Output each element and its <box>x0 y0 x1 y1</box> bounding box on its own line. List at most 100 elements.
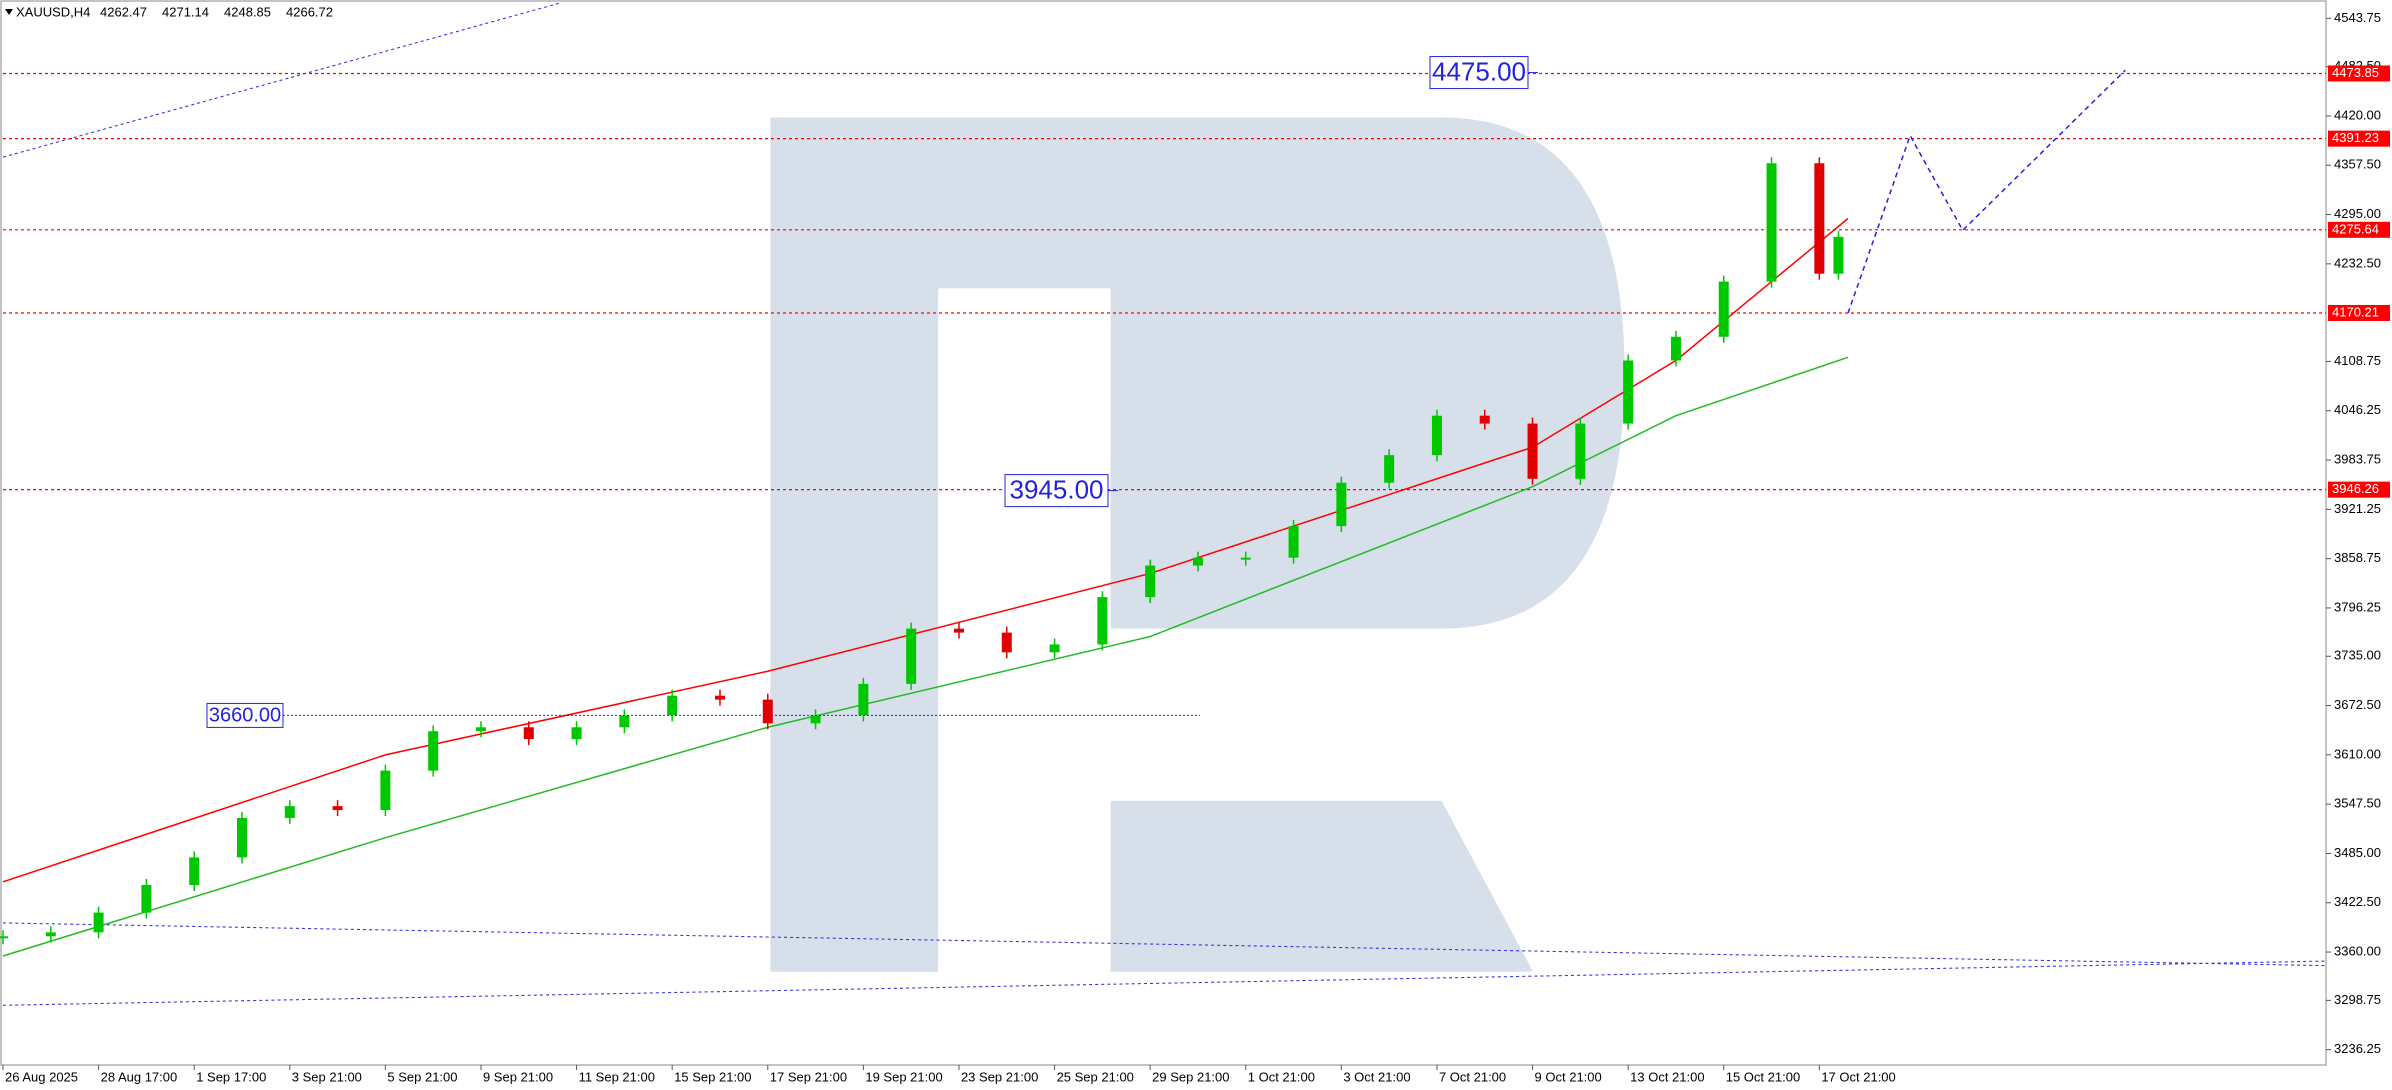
x-tick-label: 25 Sep 21:00 <box>1057 1069 1134 1084</box>
candle <box>619 715 630 728</box>
candle <box>953 628 964 633</box>
level-label: 4170.21 <box>2332 304 2379 319</box>
x-tick-label: 23 Sep 21:00 <box>961 1069 1038 1084</box>
level-box <box>2328 130 2390 147</box>
x-tick-label: 29 Sep 21:00 <box>1152 1069 1229 1084</box>
candle <box>1288 526 1299 558</box>
y-tick-label: 3547.50 <box>2334 796 2381 811</box>
candle <box>0 936 8 939</box>
annotation-label: 3945.00 <box>1010 474 1104 504</box>
y-tick-label: 4108.75 <box>2334 353 2381 368</box>
y-tick-label: 3983.75 <box>2334 451 2381 466</box>
candle <box>1145 565 1156 598</box>
y-tick-label: 3360.00 <box>2334 943 2381 958</box>
y-tick-label: 3735.00 <box>2334 648 2381 663</box>
candle <box>189 857 200 886</box>
candle <box>1814 163 1825 274</box>
x-tick-label: 3 Sep 21:00 <box>292 1069 362 1084</box>
y-tick-label: 3485.00 <box>2334 845 2381 860</box>
y-tick-label: 3236.25 <box>2334 1041 2381 1056</box>
x-tick-label: 26 Aug 2025 <box>5 1069 78 1084</box>
menu-arrow <box>5 9 13 15</box>
y-tick-label: 4295.00 <box>2334 206 2381 221</box>
x-tick-label: 28 Aug 17:00 <box>101 1069 178 1084</box>
plot-frame <box>0 0 2327 1066</box>
candle <box>332 806 343 811</box>
candle <box>1001 632 1012 653</box>
moving-average <box>2 356 1849 957</box>
level-label: 4473.85 <box>2332 65 2379 80</box>
candle <box>45 932 56 937</box>
candle <box>1670 336 1681 361</box>
candle <box>1336 482 1347 527</box>
ohlc-value: 4248.85 <box>224 4 271 19</box>
y-tick-label: 3610.00 <box>2334 746 2381 761</box>
candle <box>93 912 104 933</box>
x-tick-label: 1 Sep 17:00 <box>196 1069 266 1084</box>
candle <box>1575 423 1586 479</box>
forecast-line <box>1847 69 2126 314</box>
candle <box>236 817 247 858</box>
y-tick-label: 3422.50 <box>2334 894 2381 909</box>
y-tick-label: 4357.50 <box>2334 157 2381 172</box>
y-tick-label: 4420.00 <box>2334 107 2381 122</box>
level-label: 3946.26 <box>2332 481 2379 496</box>
x-tick-label: 1 Oct 21:00 <box>1248 1069 1315 1084</box>
candle <box>1431 415 1442 456</box>
level-box <box>2328 304 2390 321</box>
x-tick-label: 9 Oct 21:00 <box>1535 1069 1602 1084</box>
y-tick-label: 3672.50 <box>2334 697 2381 712</box>
candle <box>571 727 582 740</box>
y-tick-label: 3298.75 <box>2334 992 2381 1007</box>
candle <box>1718 281 1729 337</box>
level-box <box>2328 481 2390 498</box>
ohlc-value: 4262.47 <box>100 4 147 19</box>
x-tick-label: 9 Sep 21:00 <box>483 1069 553 1084</box>
candle <box>1833 236 1844 274</box>
x-tick-label: 5 Sep 21:00 <box>387 1069 457 1084</box>
y-tick-label: 3921.25 <box>2334 501 2381 516</box>
y-tick-label: 4232.50 <box>2334 255 2381 270</box>
x-tick-label: 15 Sep 21:00 <box>674 1069 751 1084</box>
candle <box>284 806 295 818</box>
candle <box>1049 644 1060 653</box>
annotation-box <box>1429 56 1529 90</box>
y-tick-label: 4543.75 <box>2334 10 2381 25</box>
x-tick-label: 17 Sep 21:00 <box>770 1069 847 1084</box>
candle <box>1384 455 1395 483</box>
candle <box>1623 360 1634 424</box>
candle <box>714 695 725 700</box>
x-tick-label: 15 Oct 21:00 <box>1726 1069 1800 1084</box>
ohlc-value: 4271.14 <box>162 4 209 19</box>
x-tick-label: 3 Oct 21:00 <box>1343 1069 1410 1084</box>
x-tick-label: 17 Oct 21:00 <box>1821 1069 1895 1084</box>
candle <box>428 731 439 771</box>
candle <box>667 695 678 716</box>
x-tick-label: 7 Oct 21:00 <box>1439 1069 1506 1084</box>
y-tick-label: 3858.75 <box>2334 550 2381 565</box>
candle <box>380 770 391 811</box>
y-tick-label: 3796.25 <box>2334 599 2381 614</box>
candle <box>1527 423 1538 479</box>
ohlc-value: 4266.72 <box>286 4 333 19</box>
symbol: XAUUSD,H4 <box>16 4 90 19</box>
level-label: 4391.23 <box>2332 130 2379 145</box>
annotation-label: 3660.00 <box>209 705 281 727</box>
candle <box>141 885 152 913</box>
candle <box>1192 557 1203 566</box>
annotation-box <box>206 702 284 728</box>
level-box <box>2328 221 2390 238</box>
candle <box>475 727 486 732</box>
candle <box>523 727 534 740</box>
candle <box>858 683 869 716</box>
level-label: 4275.64 <box>2332 221 2379 236</box>
candle <box>906 628 917 684</box>
level-box <box>2328 65 2390 82</box>
annotation-label: 4475.00 <box>1432 56 1526 86</box>
candle <box>1240 557 1251 560</box>
candle <box>1097 597 1108 645</box>
candle <box>1766 163 1777 282</box>
annotation-box <box>1004 474 1109 508</box>
candle <box>1479 415 1490 424</box>
